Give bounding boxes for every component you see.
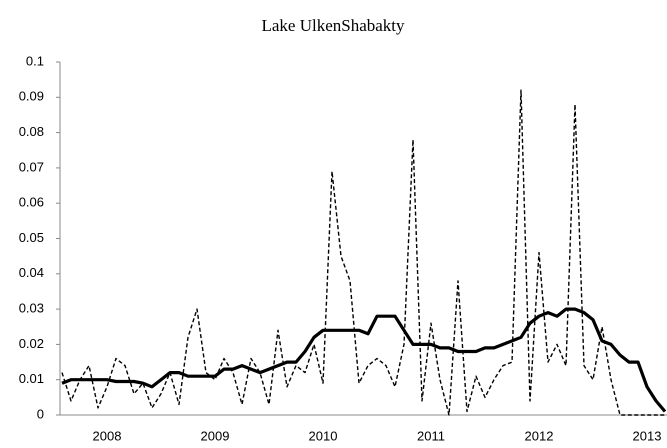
y-tick-label: 0.06 — [19, 195, 44, 210]
x-tick-label: 2013 — [633, 428, 662, 443]
chart-title: Lake UlkenShabakty — [261, 16, 405, 35]
solid-line — [61, 307, 667, 413]
x-tick-label: 2012 — [525, 428, 554, 443]
y-tick-label: 0.1 — [26, 53, 44, 68]
y-tick-label: 0.07 — [19, 159, 44, 174]
x-tick-label: 2009 — [201, 428, 230, 443]
x-tick-label: 2010 — [309, 428, 338, 443]
y-tick-label: 0.05 — [19, 230, 44, 245]
y-tick-label: 0.09 — [19, 89, 44, 104]
y-tick-label: 0 — [37, 406, 44, 421]
x-tick-label: 2008 — [93, 428, 122, 443]
y-tick-label: 0.01 — [19, 371, 44, 386]
y-tick-label: 0.08 — [19, 124, 44, 139]
x-tick-label: 2011 — [417, 428, 445, 443]
y-tick-label: 0.04 — [19, 265, 44, 280]
y-tick-label: 0.02 — [19, 336, 44, 351]
dashed-line — [61, 89, 665, 416]
y-tick-label: 0.03 — [19, 301, 44, 316]
